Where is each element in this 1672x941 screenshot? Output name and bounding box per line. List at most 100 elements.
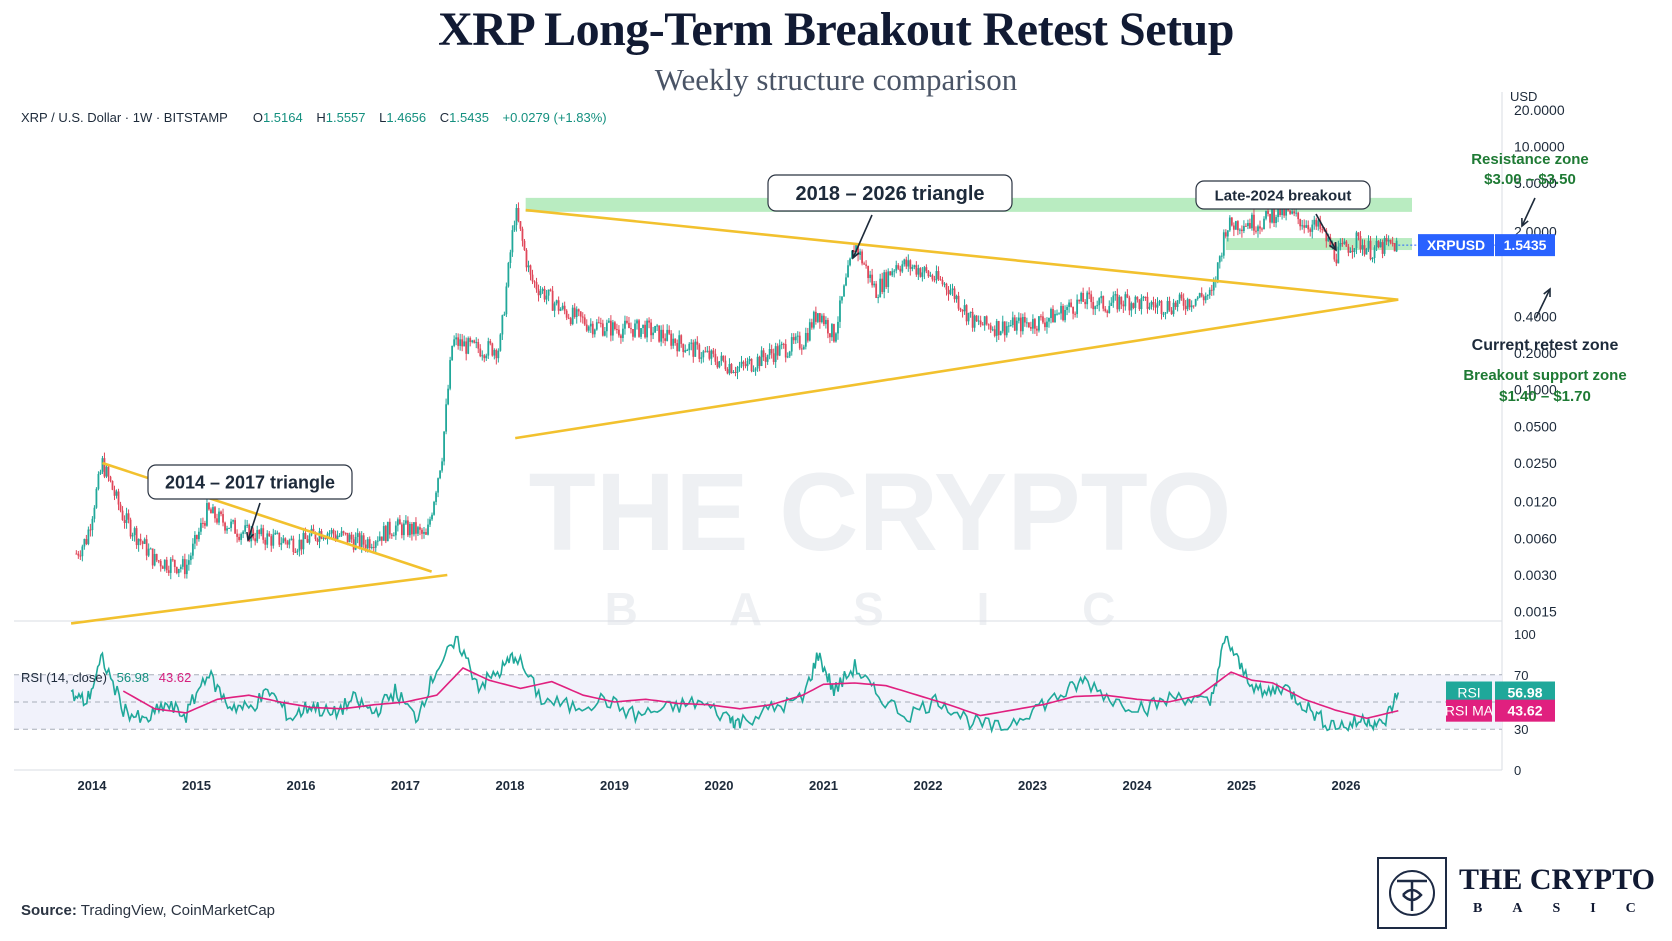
- candle-body: [533, 281, 536, 283]
- candle-body: [859, 251, 861, 255]
- x-tick-label: 2019: [600, 778, 629, 793]
- candle-body: [1228, 217, 1231, 231]
- candle-body: [1317, 220, 1320, 227]
- candle-body: [796, 335, 799, 337]
- candle-body: [376, 540, 379, 542]
- candle-body: [676, 343, 679, 352]
- candle-body: [1007, 325, 1010, 327]
- candle-body: [101, 458, 104, 472]
- candle-body: [240, 533, 243, 540]
- candle-body: [1230, 217, 1233, 226]
- candle-body: [461, 339, 464, 347]
- candle-body: [489, 341, 492, 344]
- candle-body: [93, 507, 96, 519]
- candle-body: [585, 324, 588, 331]
- candle-body: [208, 503, 210, 510]
- candle-body: [708, 350, 711, 359]
- price-axis[interactable]: USD20.000010.00005.00002.00000.40000.200…: [1418, 89, 1565, 620]
- candle-body: [1291, 211, 1294, 214]
- candle-body: [1040, 316, 1042, 318]
- candle-body: [660, 329, 663, 342]
- candle-body: [947, 289, 950, 295]
- candle-body: [722, 355, 725, 361]
- candle-body: [396, 519, 399, 526]
- candle-body: [471, 340, 474, 342]
- candle-body: [716, 361, 719, 368]
- candle-body: [493, 349, 496, 356]
- candle-body: [802, 346, 805, 350]
- candle-body: [1110, 302, 1113, 307]
- candle-body: [1106, 311, 1109, 313]
- candle-body: [525, 249, 528, 268]
- candle-body: [981, 324, 984, 326]
- candle-body: [1186, 299, 1189, 310]
- candle-body: [189, 555, 192, 561]
- candle-body: [1373, 247, 1376, 258]
- candle-body: [1174, 302, 1177, 307]
- candle-body: [1200, 293, 1203, 297]
- candle-body: [149, 548, 152, 550]
- candle-body: [1146, 296, 1149, 309]
- candle-body: [394, 525, 397, 536]
- candle-body: [306, 538, 309, 543]
- candle-body: [837, 321, 839, 334]
- candle-body: [680, 335, 683, 344]
- candle-body: [91, 518, 94, 531]
- y-tick-label: 0.1000: [1514, 382, 1557, 398]
- candle-body: [286, 541, 289, 545]
- x-tick-label: 2023: [1018, 778, 1047, 793]
- candle-body: [272, 534, 275, 546]
- candle-body: [724, 360, 727, 370]
- candle-body: [151, 548, 154, 566]
- candle-body: [1345, 241, 1348, 247]
- candle-body: [222, 514, 224, 523]
- candle-body: [607, 320, 610, 323]
- candle-body: [551, 290, 554, 311]
- candle-body: [1104, 308, 1107, 312]
- candle-body: [634, 323, 636, 337]
- candle-body: [1044, 322, 1046, 328]
- candle-body: [792, 337, 795, 341]
- candle-body: [157, 560, 160, 562]
- candle-body: [1365, 248, 1368, 255]
- candle-body: [413, 522, 415, 535]
- time-axis[interactable]: 2014 2015 2016 2017 2018 2019 2020 2021 2022 2023…: [78, 778, 1361, 793]
- candle-body: [409, 523, 411, 536]
- candle-body: [746, 361, 749, 367]
- close-label: C: [439, 110, 450, 125]
- candle-body: [658, 325, 661, 342]
- candle-body: [1124, 294, 1127, 307]
- candle-body: [1253, 214, 1255, 231]
- logo-monogram-icon: [1377, 857, 1447, 929]
- candle-body: [1293, 211, 1296, 214]
- candle-body: [989, 325, 992, 330]
- candle-body: [97, 474, 100, 489]
- candle-body: [1188, 299, 1191, 308]
- candle-body: [348, 534, 351, 543]
- candle-body: [497, 350, 500, 359]
- candle-body: [483, 355, 486, 359]
- candle-body: [553, 303, 556, 311]
- candle-body: [847, 265, 849, 278]
- candle-body: [1285, 208, 1288, 216]
- candle-body: [963, 305, 966, 312]
- x-tick-label: 2015: [182, 778, 211, 793]
- candle-body: [804, 332, 807, 347]
- candle-body: [453, 339, 456, 346]
- candle-body: [557, 300, 560, 311]
- candle-body: [662, 329, 665, 339]
- candle-body: [1100, 296, 1103, 299]
- candle-body: [79, 555, 82, 557]
- candle-body: [356, 533, 359, 537]
- candle-body: [246, 524, 249, 526]
- candle-body: [1321, 229, 1324, 231]
- watermark-main: THE CRYPTO: [529, 451, 1232, 574]
- candle-body: [135, 528, 138, 546]
- candle-body: [999, 331, 1002, 336]
- candle-body: [1375, 240, 1378, 248]
- candle-body: [407, 520, 409, 536]
- candle-body: [1307, 225, 1310, 230]
- candle-body: [1377, 240, 1380, 248]
- candle-body: [1170, 310, 1173, 315]
